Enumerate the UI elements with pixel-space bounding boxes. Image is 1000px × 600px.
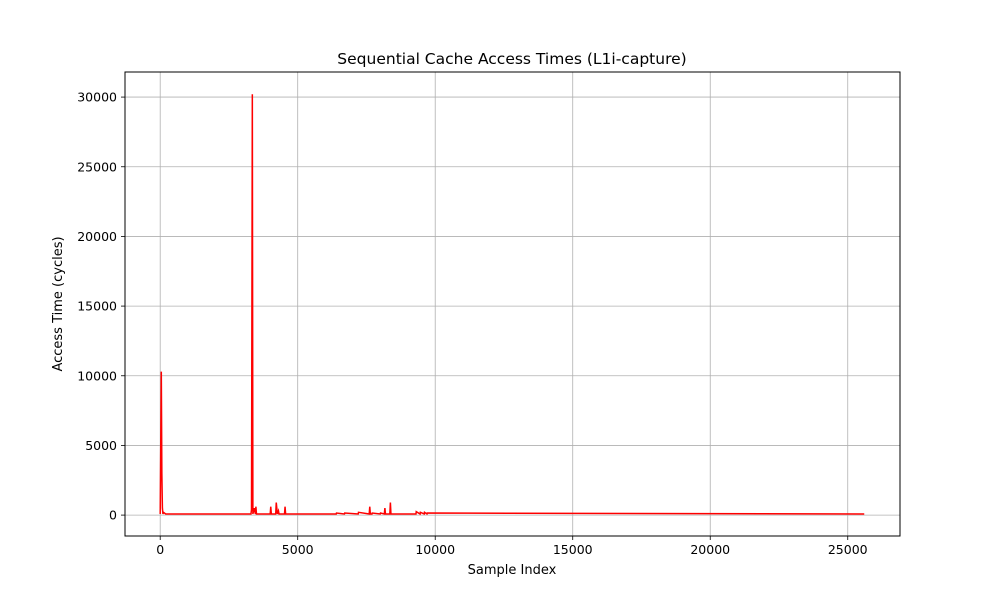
- plot-frame: [124, 71, 901, 537]
- y-tick-label: 10000: [77, 368, 117, 383]
- chart-title: Sequential Cache Access Times (L1i-captu…: [337, 50, 686, 68]
- x-tick-label: 0: [156, 542, 164, 557]
- x-tick-label: 10000: [415, 542, 455, 557]
- x-tick-label: 5000: [282, 542, 314, 557]
- y-tick-label: 0: [109, 508, 117, 523]
- y-tick-label: 25000: [77, 159, 117, 174]
- ticks: 0 5000 10000 15000 20000 25000 0 5000 10000 15000…: [77, 90, 867, 557]
- y-tick-label: 5000: [85, 438, 117, 453]
- y-tick-label: 30000: [77, 90, 117, 105]
- y-axis-title: Access Time (cycles): [51, 236, 66, 371]
- series-line-0: [159, 94, 865, 516]
- series-layer: [159, 94, 865, 516]
- x-tick-label: 20000: [690, 542, 730, 557]
- x-tick-label: 25000: [828, 542, 868, 557]
- y-tick-label: 15000: [77, 299, 117, 314]
- grid: [125, 72, 900, 536]
- x-tick-label: 15000: [553, 542, 593, 557]
- x-axis-title: Sample Index: [468, 563, 557, 578]
- y-tick-label: 20000: [77, 229, 117, 244]
